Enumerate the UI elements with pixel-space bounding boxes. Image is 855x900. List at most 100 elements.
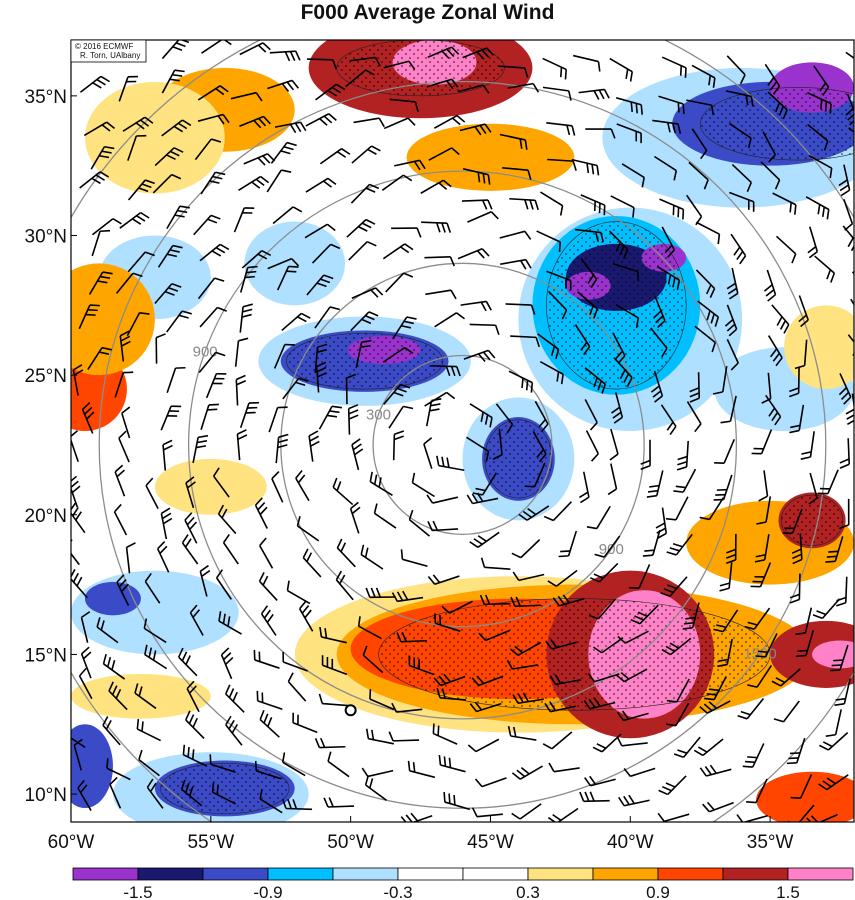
wind-barb: [616, 97, 643, 115]
wind-barb: [273, 343, 295, 369]
wind-barb: [400, 812, 433, 822]
latitude-tick-labels: 35°N 30°N 25°N 20°N 15°N 10°N: [25, 87, 77, 806]
wind-barb: [616, 710, 649, 722]
wind-barb: [544, 701, 576, 713]
wind-barb: [381, 174, 413, 191]
wind-barb: [382, 243, 414, 260]
wind-barb: [842, 225, 854, 252]
wind-barb: [731, 163, 752, 192]
wind-barb: [807, 92, 832, 114]
wind-barb: [536, 230, 562, 253]
lon-tick-label: 60°W: [48, 832, 95, 853]
wind-barb: [217, 504, 237, 535]
wind-barb: [302, 548, 322, 578]
wind-barb: [355, 339, 372, 368]
wind-barb: [209, 754, 236, 773]
wind-barb: [646, 470, 664, 498]
storm-center-marker: [344, 704, 357, 717]
colorbar: -1.5 -0.9 -0.3 0.3 0.9 1.5: [72, 867, 854, 900]
wind-barb: [306, 274, 334, 296]
colorbar-swatch: [722, 867, 789, 881]
wind-barb: [607, 463, 618, 496]
wind-barb: [717, 638, 733, 668]
wind-barb: [584, 399, 598, 431]
wind-barb: [652, 119, 682, 134]
wind-barb: [347, 404, 359, 435]
wind-barb: [572, 54, 601, 72]
wind-barb: [469, 701, 502, 713]
wind-barb: [184, 512, 198, 544]
wind-barb: [161, 40, 190, 60]
wind-barb: [211, 782, 237, 805]
wind-barb: [642, 529, 661, 557]
wind-barb: [143, 618, 167, 644]
wind-barb: [691, 128, 708, 160]
wind-barb: [166, 205, 190, 230]
wind-barb: [166, 310, 192, 333]
wind-barb: [699, 700, 731, 714]
wind-barb: [658, 775, 687, 796]
wind-barb: [839, 498, 850, 530]
wind-barb: [571, 158, 600, 176]
wind-barb: [181, 534, 199, 565]
wind-barb: [746, 778, 768, 804]
wind-barb: [594, 535, 621, 558]
wind-barb: [773, 700, 800, 723]
wind-barb: [268, 406, 288, 433]
wind-barb: [296, 516, 320, 542]
wind-barb: [392, 430, 405, 461]
wind-barb: [260, 605, 277, 636]
wind-barb: [81, 401, 95, 434]
wind-barb: [205, 372, 227, 399]
wind-barb: [161, 119, 192, 137]
wind-barb: [321, 655, 348, 676]
wind-barb: [762, 131, 776, 163]
wind-barb: [763, 269, 777, 302]
wind-barb: [360, 544, 384, 570]
wind-barb: [665, 496, 689, 521]
wind-barb: [480, 557, 511, 570]
wind-barb: [808, 472, 818, 505]
wind-barb: [127, 179, 155, 201]
wind-barb: [267, 257, 300, 270]
wind-barb: [512, 571, 545, 582]
wind-barb: [498, 65, 529, 78]
colorbar-swatch: [202, 867, 269, 881]
wind-barb: [400, 549, 428, 568]
wind-barb: [349, 56, 381, 67]
wind-barb: [704, 676, 727, 701]
wind-barb: [71, 568, 88, 599]
wind-barb: [233, 207, 255, 233]
wind-barb: [545, 639, 577, 650]
wind-barb: [682, 602, 700, 630]
wind-barb: [848, 127, 854, 133]
wind-barb: [194, 138, 222, 161]
range-ring-2: [187, 170, 738, 720]
wind-barb: [457, 84, 490, 94]
wind-barb: [713, 609, 739, 633]
wind-barb: [658, 95, 685, 115]
wind-barb: [351, 438, 364, 471]
wind-barb: [441, 600, 473, 614]
wind-barb: [118, 75, 139, 102]
lon-tick-label: 35°W: [747, 832, 794, 853]
wind-barb: [282, 377, 309, 400]
wind-barb: [511, 803, 542, 820]
wind-barb: [79, 75, 110, 93]
wind-barb: [510, 335, 541, 348]
wind-barb: [466, 436, 490, 462]
wind-barb: [543, 501, 573, 522]
wind-barb: [225, 715, 243, 746]
wind-barb: [537, 333, 560, 360]
wind-barb: [754, 534, 770, 563]
wind-barb: [772, 192, 797, 215]
wind-barb: [157, 244, 183, 268]
lon-tick-label: 55°W: [187, 832, 234, 853]
wind-barb: [154, 147, 184, 167]
wind-barb: [362, 645, 384, 674]
wind-barb: [469, 403, 493, 428]
wind-barb: [408, 509, 431, 537]
lon-tick-label: 40°W: [607, 832, 654, 853]
wind-barb: [281, 798, 312, 811]
